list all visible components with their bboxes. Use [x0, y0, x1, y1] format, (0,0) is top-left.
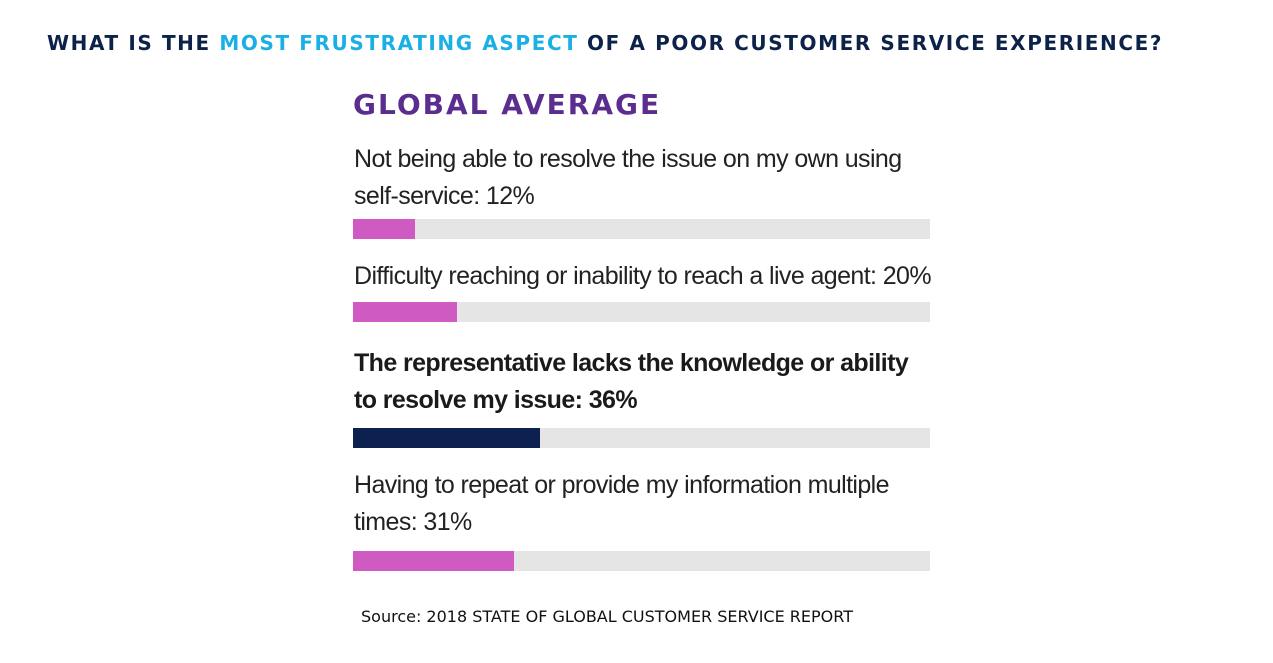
source-note: Source: 2018 STATE OF GLOBAL CUSTOMER SE…: [361, 607, 853, 626]
bar-label-4: Having to repeat or provide my informati…: [354, 471, 890, 536]
headline-highlight: MOST FRUSTRATING ASPECT: [219, 31, 579, 55]
chart-headline: WHAT IS THE MOST FRUSTRATING ASPECT OF A…: [47, 31, 1163, 55]
bar-2: [353, 302, 457, 322]
bar-label-3: The representative lacks the knowledge o…: [354, 349, 909, 414]
bar-track-4: [353, 551, 930, 571]
bar-4: [353, 551, 514, 571]
bar-label-2: Difficulty reaching or inability to reac…: [354, 262, 932, 290]
bar-track-3: [353, 428, 930, 448]
bar-1: [353, 219, 415, 239]
bar-track-1: [353, 219, 930, 239]
bar-label-1: Not being able to resolve the issue on m…: [354, 145, 902, 210]
bar-track-2: [353, 302, 930, 322]
bar-3: [353, 428, 540, 448]
headline-prefix: WHAT IS THE: [47, 31, 220, 55]
headline-suffix: OF A POOR CUSTOMER SERVICE EXPERIENCE?: [578, 31, 1164, 55]
chart-title: GLOBAL AVERAGE: [353, 88, 662, 121]
